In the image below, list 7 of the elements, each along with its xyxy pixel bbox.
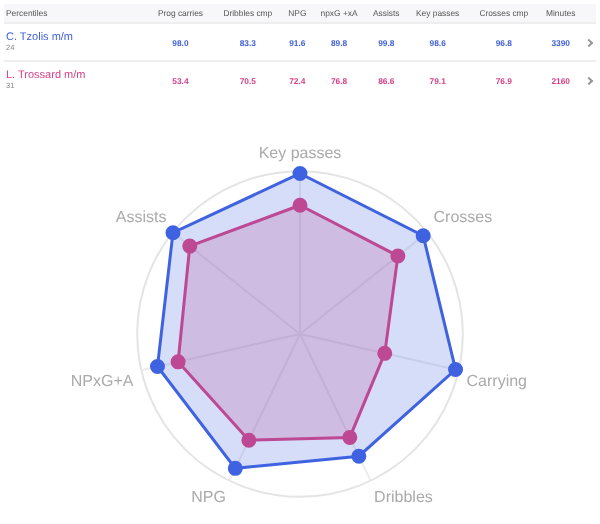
spoke-label: NPxG+A [70, 372, 135, 391]
spoke-label: Carrying [466, 372, 527, 391]
spoke-label: Key passes [258, 144, 342, 163]
spoke-label: Crosses [433, 208, 493, 227]
spoke-label: Assists [115, 208, 167, 227]
spoke-label: Dribbles [374, 487, 433, 506]
spoke-label: NPG [191, 487, 226, 506]
